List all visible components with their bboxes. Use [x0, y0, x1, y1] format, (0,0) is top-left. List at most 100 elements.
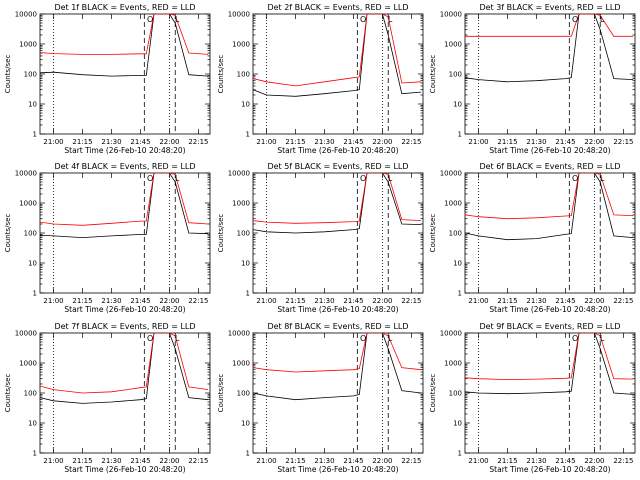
y-tick-label: 100	[237, 71, 250, 79]
x-tick-label: 21:00	[468, 138, 488, 146]
y-tick-label: 1	[33, 290, 37, 298]
panel-det-8: Det 8f BLACK = Events, RED = LLD 1 10 100 10…	[217, 322, 424, 474]
y-tick-label: 10	[453, 101, 462, 109]
y-tick-label: 10	[241, 260, 250, 268]
x-axis-label: Start Time (26-Feb-10 20:48:20)	[277, 305, 398, 314]
panel-title: Det 5f BLACK = Events, RED = LLD	[267, 162, 408, 171]
marker-o: O	[360, 334, 366, 343]
y-tick-label: 1000	[232, 41, 250, 49]
plot-frame	[464, 13, 636, 135]
x-tick-label: 22:00	[584, 457, 604, 465]
x-axis-label: Start Time (26-Feb-10 20:48:20)	[64, 465, 185, 474]
series-black	[40, 173, 209, 239]
x-tick-label: 21:15	[72, 457, 92, 465]
x-tick-label: 21:15	[72, 297, 92, 305]
y-axis-label: Counts/sec	[429, 214, 437, 253]
x-axis-label: Start Time (26-Feb-10 20:48:20)	[64, 305, 185, 314]
marker-o: O	[572, 174, 578, 183]
y-axis-label: Counts/sec	[4, 55, 12, 94]
plot-frame	[39, 172, 211, 294]
marker-l: L	[175, 15, 180, 24]
x-tick-label: 22:00	[159, 457, 179, 465]
panel-det-5: Det 5f BLACK = Events, RED = LLD 1 10 100 10…	[217, 162, 424, 314]
x-tick-label: 22:15	[401, 457, 421, 465]
panel-det-6: Det 6f BLACK = Events, RED = LLD 1 10 100 10…	[429, 162, 636, 314]
y-tick-label: 10	[28, 420, 37, 428]
x-tick-label: 22:15	[188, 297, 208, 305]
x-tick-label: 21:00	[43, 457, 63, 465]
x-tick-label: 21:15	[72, 138, 92, 146]
panel-title: Det 8f BLACK = Events, RED = LLD	[267, 322, 408, 331]
x-tick-label: 21:45	[130, 297, 150, 305]
x-tick-label: 22:00	[159, 297, 179, 305]
x-tick-label: 21:30	[314, 297, 334, 305]
panel-title: Det 2f BLACK = Events, RED = LLD	[267, 3, 408, 12]
plot-frame	[39, 332, 211, 454]
plot-frame	[464, 172, 636, 294]
series-red	[40, 333, 209, 394]
x-axis-label: Start Time (26-Feb-10 20:48:20)	[489, 465, 610, 474]
x-tick-label: 21:30	[314, 457, 334, 465]
y-tick-label: 10	[453, 420, 462, 428]
y-tick-label: 10000	[15, 170, 37, 178]
y-tick-label: 1000	[444, 41, 462, 49]
series-red	[40, 14, 209, 55]
x-tick-label: 21:30	[526, 457, 546, 465]
x-tick-label: 21:00	[256, 457, 276, 465]
y-tick-label: 10000	[440, 11, 462, 19]
y-tick-label: 10	[28, 101, 37, 109]
series-black	[465, 333, 634, 395]
marker-o: O	[360, 15, 366, 24]
x-tick-label: 21:30	[314, 138, 334, 146]
marker-o: O	[360, 174, 366, 183]
plot-frame	[252, 332, 424, 454]
marker-o: O	[147, 174, 153, 183]
panel-det-1: Det 1f BLACK = Events, RED = LLD 1 10 100 10…	[4, 3, 211, 155]
y-tick-label: 1000	[232, 360, 250, 368]
y-tick-label: 1	[33, 450, 37, 458]
series-red	[253, 14, 422, 87]
y-tick-label: 10000	[440, 330, 462, 338]
y-tick-label: 100	[24, 230, 37, 238]
x-tick-label: 21:30	[526, 297, 546, 305]
x-tick-label: 21:15	[285, 138, 305, 146]
y-tick-label: 10000	[15, 11, 37, 19]
y-tick-label: 100	[237, 230, 250, 238]
y-tick-label: 100	[24, 71, 37, 79]
y-axis-label: Counts/sec	[217, 214, 225, 253]
x-tick-label: 21:45	[130, 138, 150, 146]
x-tick-label: 22:15	[613, 457, 633, 465]
panel-det-9: Det 9f BLACK = Events, RED = LLD 1 10 100 10…	[429, 322, 636, 474]
x-tick-label: 21:00	[256, 138, 276, 146]
series-black	[40, 14, 209, 77]
series-red	[465, 173, 634, 220]
y-tick-label: 1	[458, 131, 462, 139]
x-axis-label: Start Time (26-Feb-10 20:48:20)	[277, 465, 398, 474]
panel-det-2: Det 2f BLACK = Events, RED = LLD 1 10 100 10…	[217, 3, 424, 155]
panel-title: Det 7f BLACK = Events, RED = LLD	[54, 322, 195, 331]
series-black	[40, 333, 209, 404]
x-tick-label: 21:00	[256, 297, 276, 305]
y-tick-label: 1	[246, 290, 250, 298]
plot-frame	[252, 172, 424, 294]
panel-title: Det 6f BLACK = Events, RED = LLD	[479, 162, 620, 171]
y-tick-label: 1	[246, 450, 250, 458]
y-tick-label: 100	[237, 390, 250, 398]
x-tick-label: 22:15	[613, 297, 633, 305]
panel-title: Det 9f BLACK = Events, RED = LLD	[479, 322, 620, 331]
x-tick-label: 22:00	[372, 457, 392, 465]
x-tick-label: 22:00	[584, 297, 604, 305]
marker-l: L	[600, 334, 605, 343]
series-black	[465, 173, 634, 241]
y-tick-label: 1000	[444, 360, 462, 368]
y-tick-label: 100	[24, 390, 37, 398]
x-tick-label: 21:00	[43, 138, 63, 146]
marker-o: O	[147, 334, 153, 343]
x-tick-label: 22:00	[372, 138, 392, 146]
series-black	[465, 14, 634, 83]
y-tick-label: 1000	[444, 200, 462, 208]
x-axis-label: Start Time (26-Feb-10 20:48:20)	[489, 146, 610, 155]
panel-title: Det 1f BLACK = Events, RED = LLD	[54, 3, 195, 12]
x-tick-label: 22:15	[401, 138, 421, 146]
y-tick-label: 1000	[19, 360, 37, 368]
